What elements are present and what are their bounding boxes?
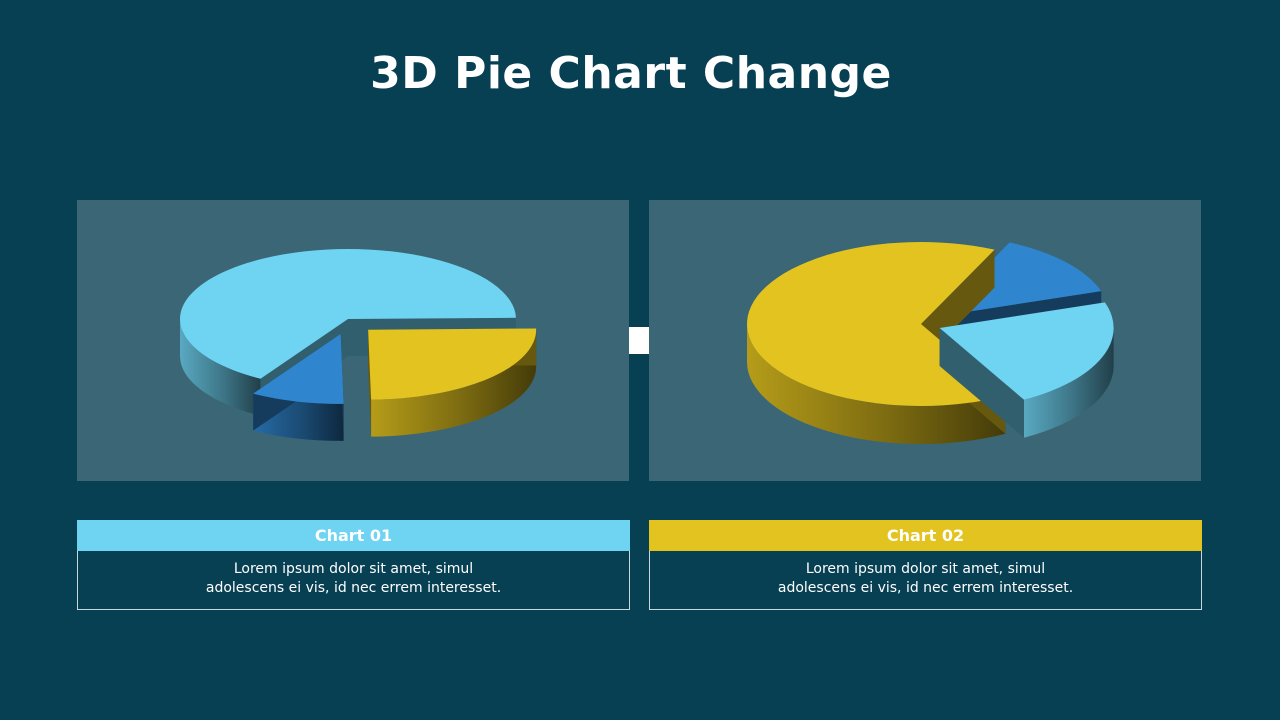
caption-line: Lorem ipsum dolor sit amet, simul [805,561,1046,577]
chart-panel-2 [649,200,1201,481]
caption-line: adolescens ei vis, id nec errem interess… [205,580,502,596]
chart-caption-2: Chart 02 Lorem ipsum dolor sit amet, sim… [649,520,1202,610]
caption-header: Chart 02 [649,520,1202,551]
pie-chart-1 [180,249,537,441]
caption-line: adolescens ei vis, id nec errem interess… [777,580,1074,596]
chart-caption-1: Chart 01 Lorem ipsum dolor sit amet, sim… [77,520,630,610]
pie-slice [368,328,537,437]
pie-slice [939,302,1114,438]
page-title: 3D Pie Chart Change [370,48,892,99]
caption-line: Lorem ipsum dolor sit amet, simul [233,561,474,577]
caption-body: Lorem ipsum dolor sit amet, simul adoles… [649,551,1202,610]
chart-panel-1 [77,200,629,481]
pie-slice [253,333,344,441]
pie-chart-2 [746,241,1114,444]
caption-header: Chart 01 [77,520,630,551]
caption-body: Lorem ipsum dolor sit amet, simul adoles… [77,551,630,610]
